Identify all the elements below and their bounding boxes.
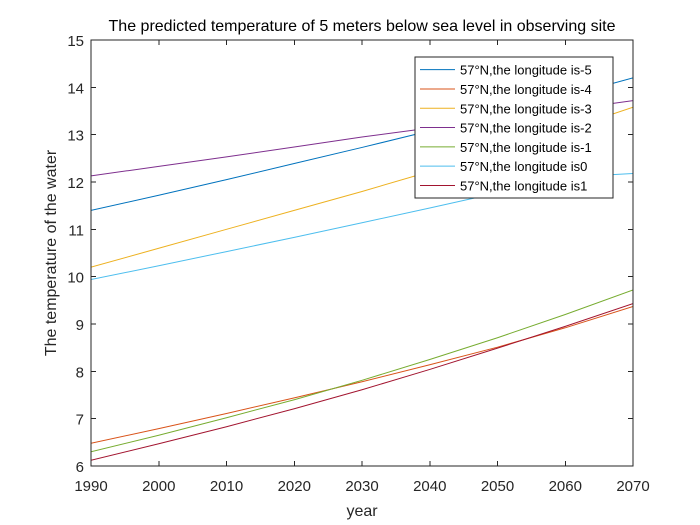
axis-titles: year The temperature of the water [43, 149, 378, 520]
legend-label: 57°N,the longitude is-2 [460, 121, 592, 136]
legend-item: 57°N,the longitude is-3 [420, 101, 592, 116]
y-tick-label: 14 [67, 80, 84, 97]
legend-label: 57°N,the longitude is1 [460, 178, 587, 193]
y-tick-label: 13 [67, 128, 84, 145]
title-layer: The predicted temperature of 5 meters be… [109, 18, 616, 35]
x-tick-label: 2010 [210, 478, 243, 495]
y-tick-label: 8 [76, 364, 84, 381]
x-tick-label: 2050 [481, 478, 514, 495]
x-tick-label: 2060 [549, 478, 582, 495]
legend-item: 57°N,the longitude is-2 [420, 121, 592, 136]
legend-item: 57°N,the longitude is-4 [420, 82, 592, 97]
legend-item: 57°N,the longitude is-5 [420, 63, 592, 78]
y-tick-label: 10 [67, 270, 84, 287]
y-tick-label: 12 [67, 175, 84, 192]
y-tick-label: 6 [76, 459, 84, 476]
series-line-5 [91, 289, 633, 453]
legend-label: 57°N,the longitude is-4 [460, 82, 592, 97]
series-line-7 [91, 303, 633, 461]
series-lines [91, 77, 633, 461]
legend-label: 57°N,the longitude is-5 [460, 63, 592, 78]
legend-item: 57°N,the longitude is-1 [420, 140, 592, 155]
x-tick-label: 2000 [142, 478, 175, 495]
y-tick-label: 11 [68, 222, 84, 239]
y-tick-label: 9 [76, 317, 84, 334]
plot-area [91, 77, 633, 461]
y-tick-label: 7 [76, 412, 84, 429]
x-axis-title: year [346, 503, 378, 520]
legend-item: 57°N,the longitude is1 [420, 178, 587, 193]
chart-title: The predicted temperature of 5 meters be… [109, 18, 616, 35]
legend-label: 57°N,the longitude is-3 [460, 101, 592, 116]
x-tick-label: 1990 [74, 478, 107, 495]
legend-item: 57°N,the longitude is0 [420, 159, 587, 174]
legend-label: 57°N,the longitude is-1 [460, 140, 592, 155]
series-line-2 [91, 306, 633, 444]
legend: 57°N,the longitude is-5 57°N,the longitud… [414, 56, 614, 199]
y-tick-label: 15 [67, 33, 84, 50]
x-tick-label: 2070 [616, 478, 649, 495]
legend-label: 57°N,the longitude is0 [460, 159, 587, 174]
axes: 1990 2000 2010 2020 2030 2040 2050 2060 2070 6 7 8 9… [67, 33, 649, 495]
y-axis-title: The temperature of the water [43, 149, 60, 356]
x-tick-label: 2020 [278, 478, 311, 495]
x-tick-label: 2030 [345, 478, 378, 495]
x-tick-label: 2040 [413, 478, 446, 495]
